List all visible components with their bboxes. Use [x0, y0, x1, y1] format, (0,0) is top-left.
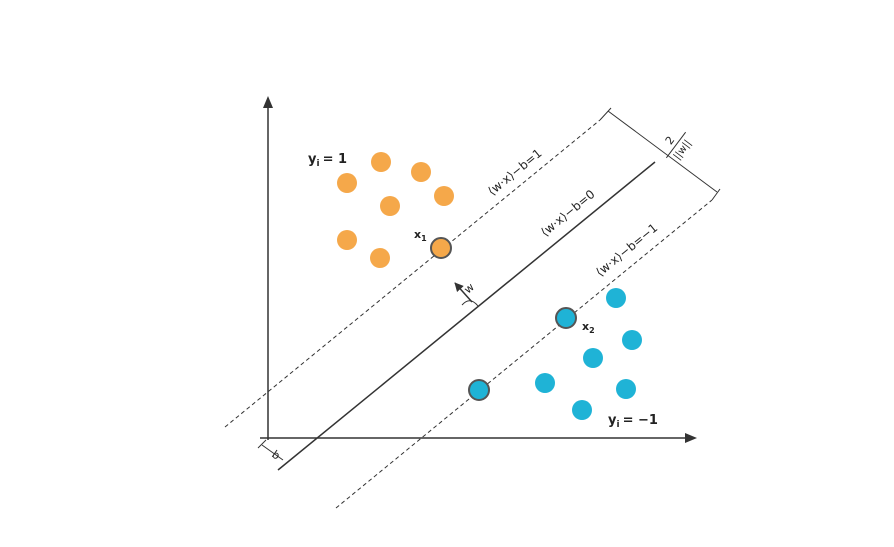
negative-point	[622, 330, 642, 350]
margin-fraction-bar	[665, 131, 687, 159]
margin-bracket-line	[607, 110, 718, 193]
positive-point	[370, 248, 390, 268]
negative-point	[535, 373, 555, 393]
negative-class-label: yi = −1	[608, 413, 658, 430]
y-axis-arrow-icon	[263, 96, 273, 108]
support-vector-lower	[468, 379, 490, 401]
support-vector-x1-label: x1	[414, 228, 427, 243]
positive-point	[411, 162, 431, 182]
normal-vector-arc	[461, 300, 479, 307]
positive-point	[380, 196, 400, 216]
positive-point	[371, 152, 391, 172]
positive-class-label: yi = 1	[308, 152, 347, 169]
negative-point	[616, 379, 636, 399]
normal-vector-arrow-icon	[454, 282, 473, 303]
negative-points	[468, 288, 642, 420]
hyperplane-upper	[224, 119, 601, 428]
positive-points	[337, 152, 454, 268]
positive-point	[337, 173, 357, 193]
offset-bracket-line	[261, 444, 284, 461]
hyperplane-lower	[335, 199, 713, 509]
negative-point	[606, 288, 626, 308]
support-vector-x2	[555, 307, 577, 329]
positive-point	[434, 186, 454, 206]
margin-bracket-bottom	[711, 188, 721, 201]
hyperplane-middle	[277, 161, 656, 471]
support-vector-x2-label: x2	[582, 320, 595, 335]
positive-point	[337, 230, 357, 250]
hyperplane-middle-label: ⟨w·x⟩−b=0	[538, 187, 598, 239]
negative-point	[583, 348, 603, 368]
offset-label: b	[269, 448, 282, 463]
margin-bracket-top	[599, 107, 612, 121]
negative-point	[572, 400, 592, 420]
margin-numerator: 2	[663, 134, 678, 147]
x-axis-arrow-icon	[685, 433, 697, 443]
support-vector-x1	[430, 237, 452, 259]
offset-bracket-tick	[257, 439, 267, 449]
margin-label: 2 ||w||	[663, 131, 694, 162]
